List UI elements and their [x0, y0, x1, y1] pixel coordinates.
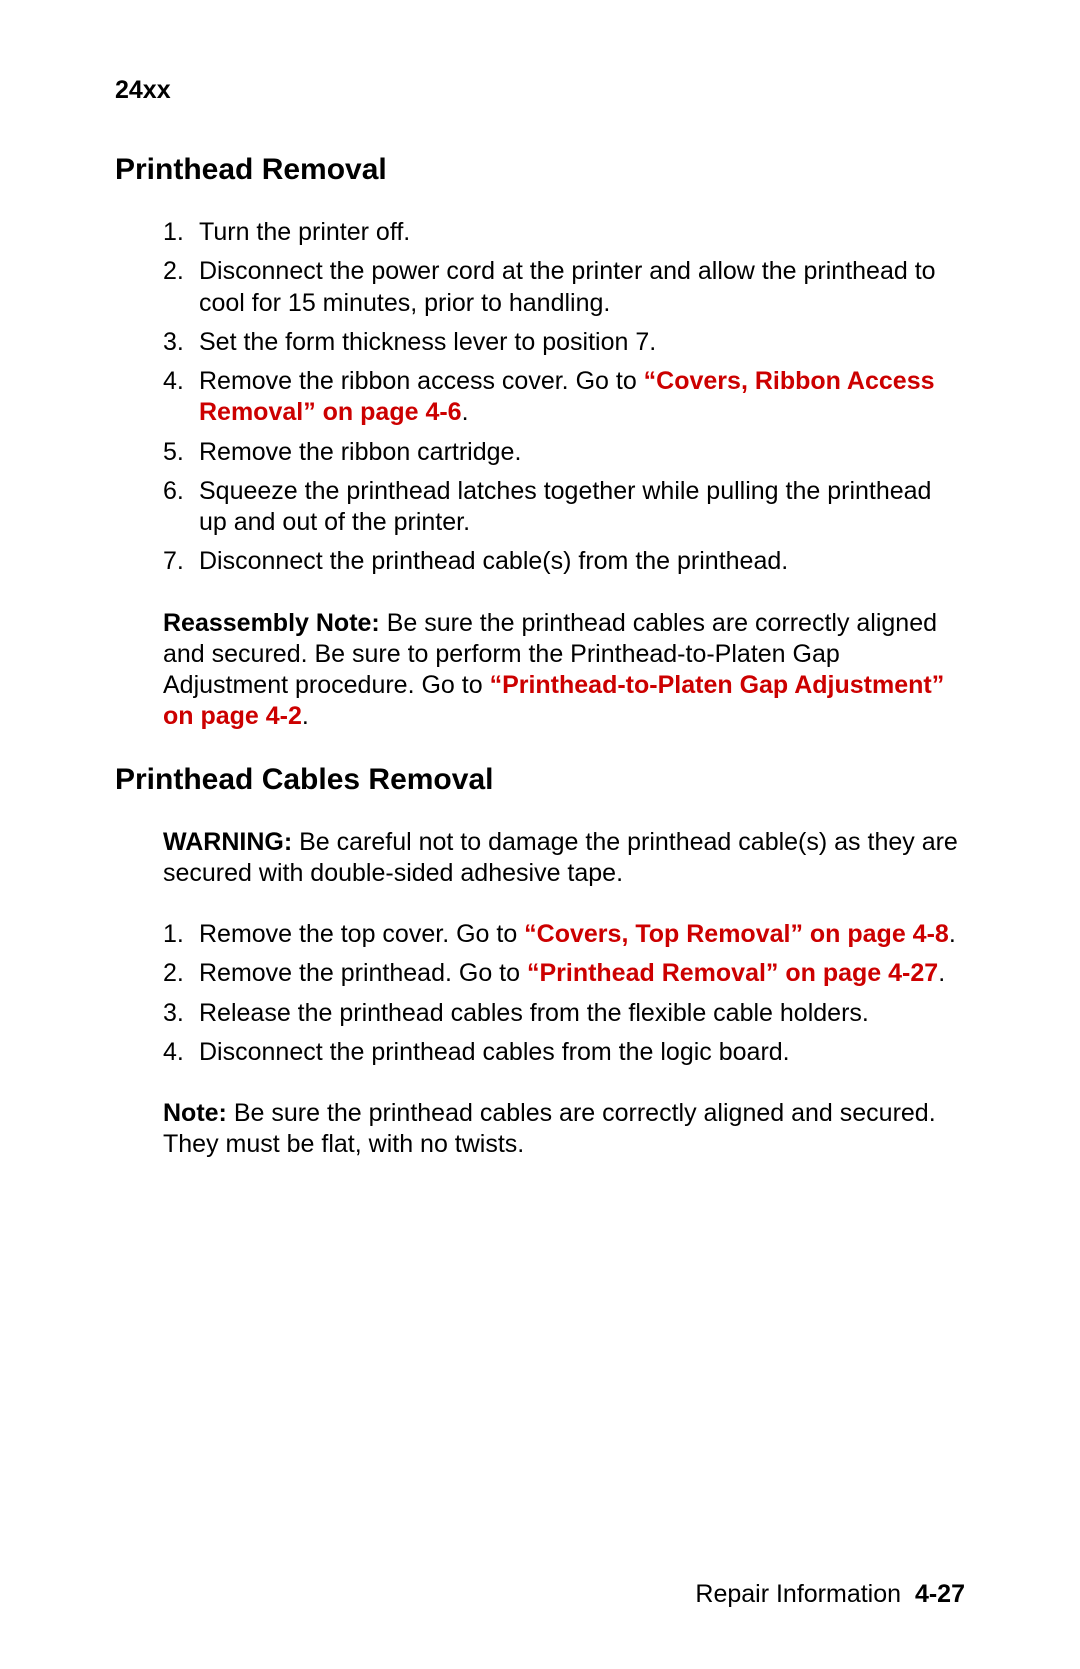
- note: Note: Be sure the printhead cables are c…: [163, 1098, 965, 1161]
- step-number: 6.: [163, 476, 184, 507]
- section2-steps: 1. Remove the top cover. Go to “Covers, T…: [163, 919, 965, 1068]
- list-item: 7. Disconnect the printhead cable(s) from…: [163, 546, 965, 577]
- step-text: Disconnect the printhead cable(s) from t…: [199, 547, 788, 575]
- note-text-b: .: [302, 702, 309, 730]
- step-number: 1.: [163, 919, 184, 950]
- list-item: 1. Turn the printer off.: [163, 217, 965, 248]
- step-text-b: .: [938, 959, 945, 987]
- step-text: Turn the printer off.: [199, 218, 410, 246]
- list-item: 4. Disconnect the printhead cables from t…: [163, 1037, 965, 1068]
- list-item: 4.Remove the ribbon access cover. Go to …: [163, 366, 965, 429]
- step-text: Remove the ribbon cartridge.: [199, 438, 521, 466]
- step-text-a: Remove the top cover. Go to: [199, 920, 524, 948]
- step-text: Disconnect the power cord at the printer…: [199, 257, 936, 316]
- step-text: Set the form thickness lever to position…: [199, 328, 656, 356]
- step-number: 4.: [163, 366, 184, 397]
- list-item: 5. Remove the ribbon cartridge.: [163, 437, 965, 468]
- step-number: 4.: [163, 1037, 184, 1068]
- step-number: 5.: [163, 437, 184, 468]
- step-text: Disconnect the printhead cables from the…: [199, 1038, 790, 1066]
- xref-link[interactable]: “Covers, Top Removal” on page 4-8: [524, 920, 949, 948]
- page-footer: Repair Information 4-27: [695, 1580, 965, 1609]
- list-item: 3. Release the printhead cables from the …: [163, 998, 965, 1029]
- note-label: Reassembly Note:: [163, 609, 387, 637]
- step-number: 2.: [163, 256, 184, 287]
- step-text: Squeeze the printhead latches together w…: [199, 477, 931, 536]
- step-number: 3.: [163, 327, 184, 358]
- warning-label: WARNING:: [163, 828, 292, 856]
- note-text: Be sure the printhead cables are correct…: [163, 1099, 936, 1158]
- step-number: 2.: [163, 958, 184, 989]
- note-label: Note:: [163, 1099, 227, 1127]
- step-number: 1.: [163, 217, 184, 248]
- section2-heading: Printhead Cables Removal: [115, 763, 965, 797]
- footer-pagenum: 4-27: [915, 1580, 965, 1608]
- step-text: Release the printhead cables from the fl…: [199, 999, 869, 1027]
- xref-link[interactable]: “Printhead Removal” on page 4-27: [527, 959, 938, 987]
- step-number: 3.: [163, 998, 184, 1029]
- step-text-b: .: [462, 398, 469, 426]
- list-item: 2. Disconnect the power cord at the print…: [163, 256, 965, 319]
- model-header: 24xx: [115, 76, 965, 105]
- step-text-a: Remove the printhead. Go to: [199, 959, 527, 987]
- warning-note: WARNING: Be careful not to damage the pr…: [163, 827, 965, 890]
- reassembly-note: Reassembly Note: Be sure the printhead c…: [163, 608, 965, 733]
- list-item: 2. Remove the printhead. Go to “Printhead…: [163, 958, 965, 989]
- list-item: 3. Set the form thickness lever to positi…: [163, 327, 965, 358]
- step-text-b: .: [949, 920, 956, 948]
- section1-steps: 1. Turn the printer off. 2. Disconnect the…: [163, 217, 965, 578]
- list-item: 6. Squeeze the printhead latches together…: [163, 476, 965, 539]
- list-item: 1. Remove the top cover. Go to “Covers, T…: [163, 919, 965, 950]
- section1-heading: Printhead Removal: [115, 153, 965, 187]
- footer-label: Repair Information: [695, 1580, 901, 1608]
- step-number: 7.: [163, 546, 184, 577]
- step-text-a: Remove the ribbon access cover. Go to: [199, 367, 644, 395]
- page-content: 24xx Printhead Removal 1. Turn the printe…: [0, 0, 1080, 1251]
